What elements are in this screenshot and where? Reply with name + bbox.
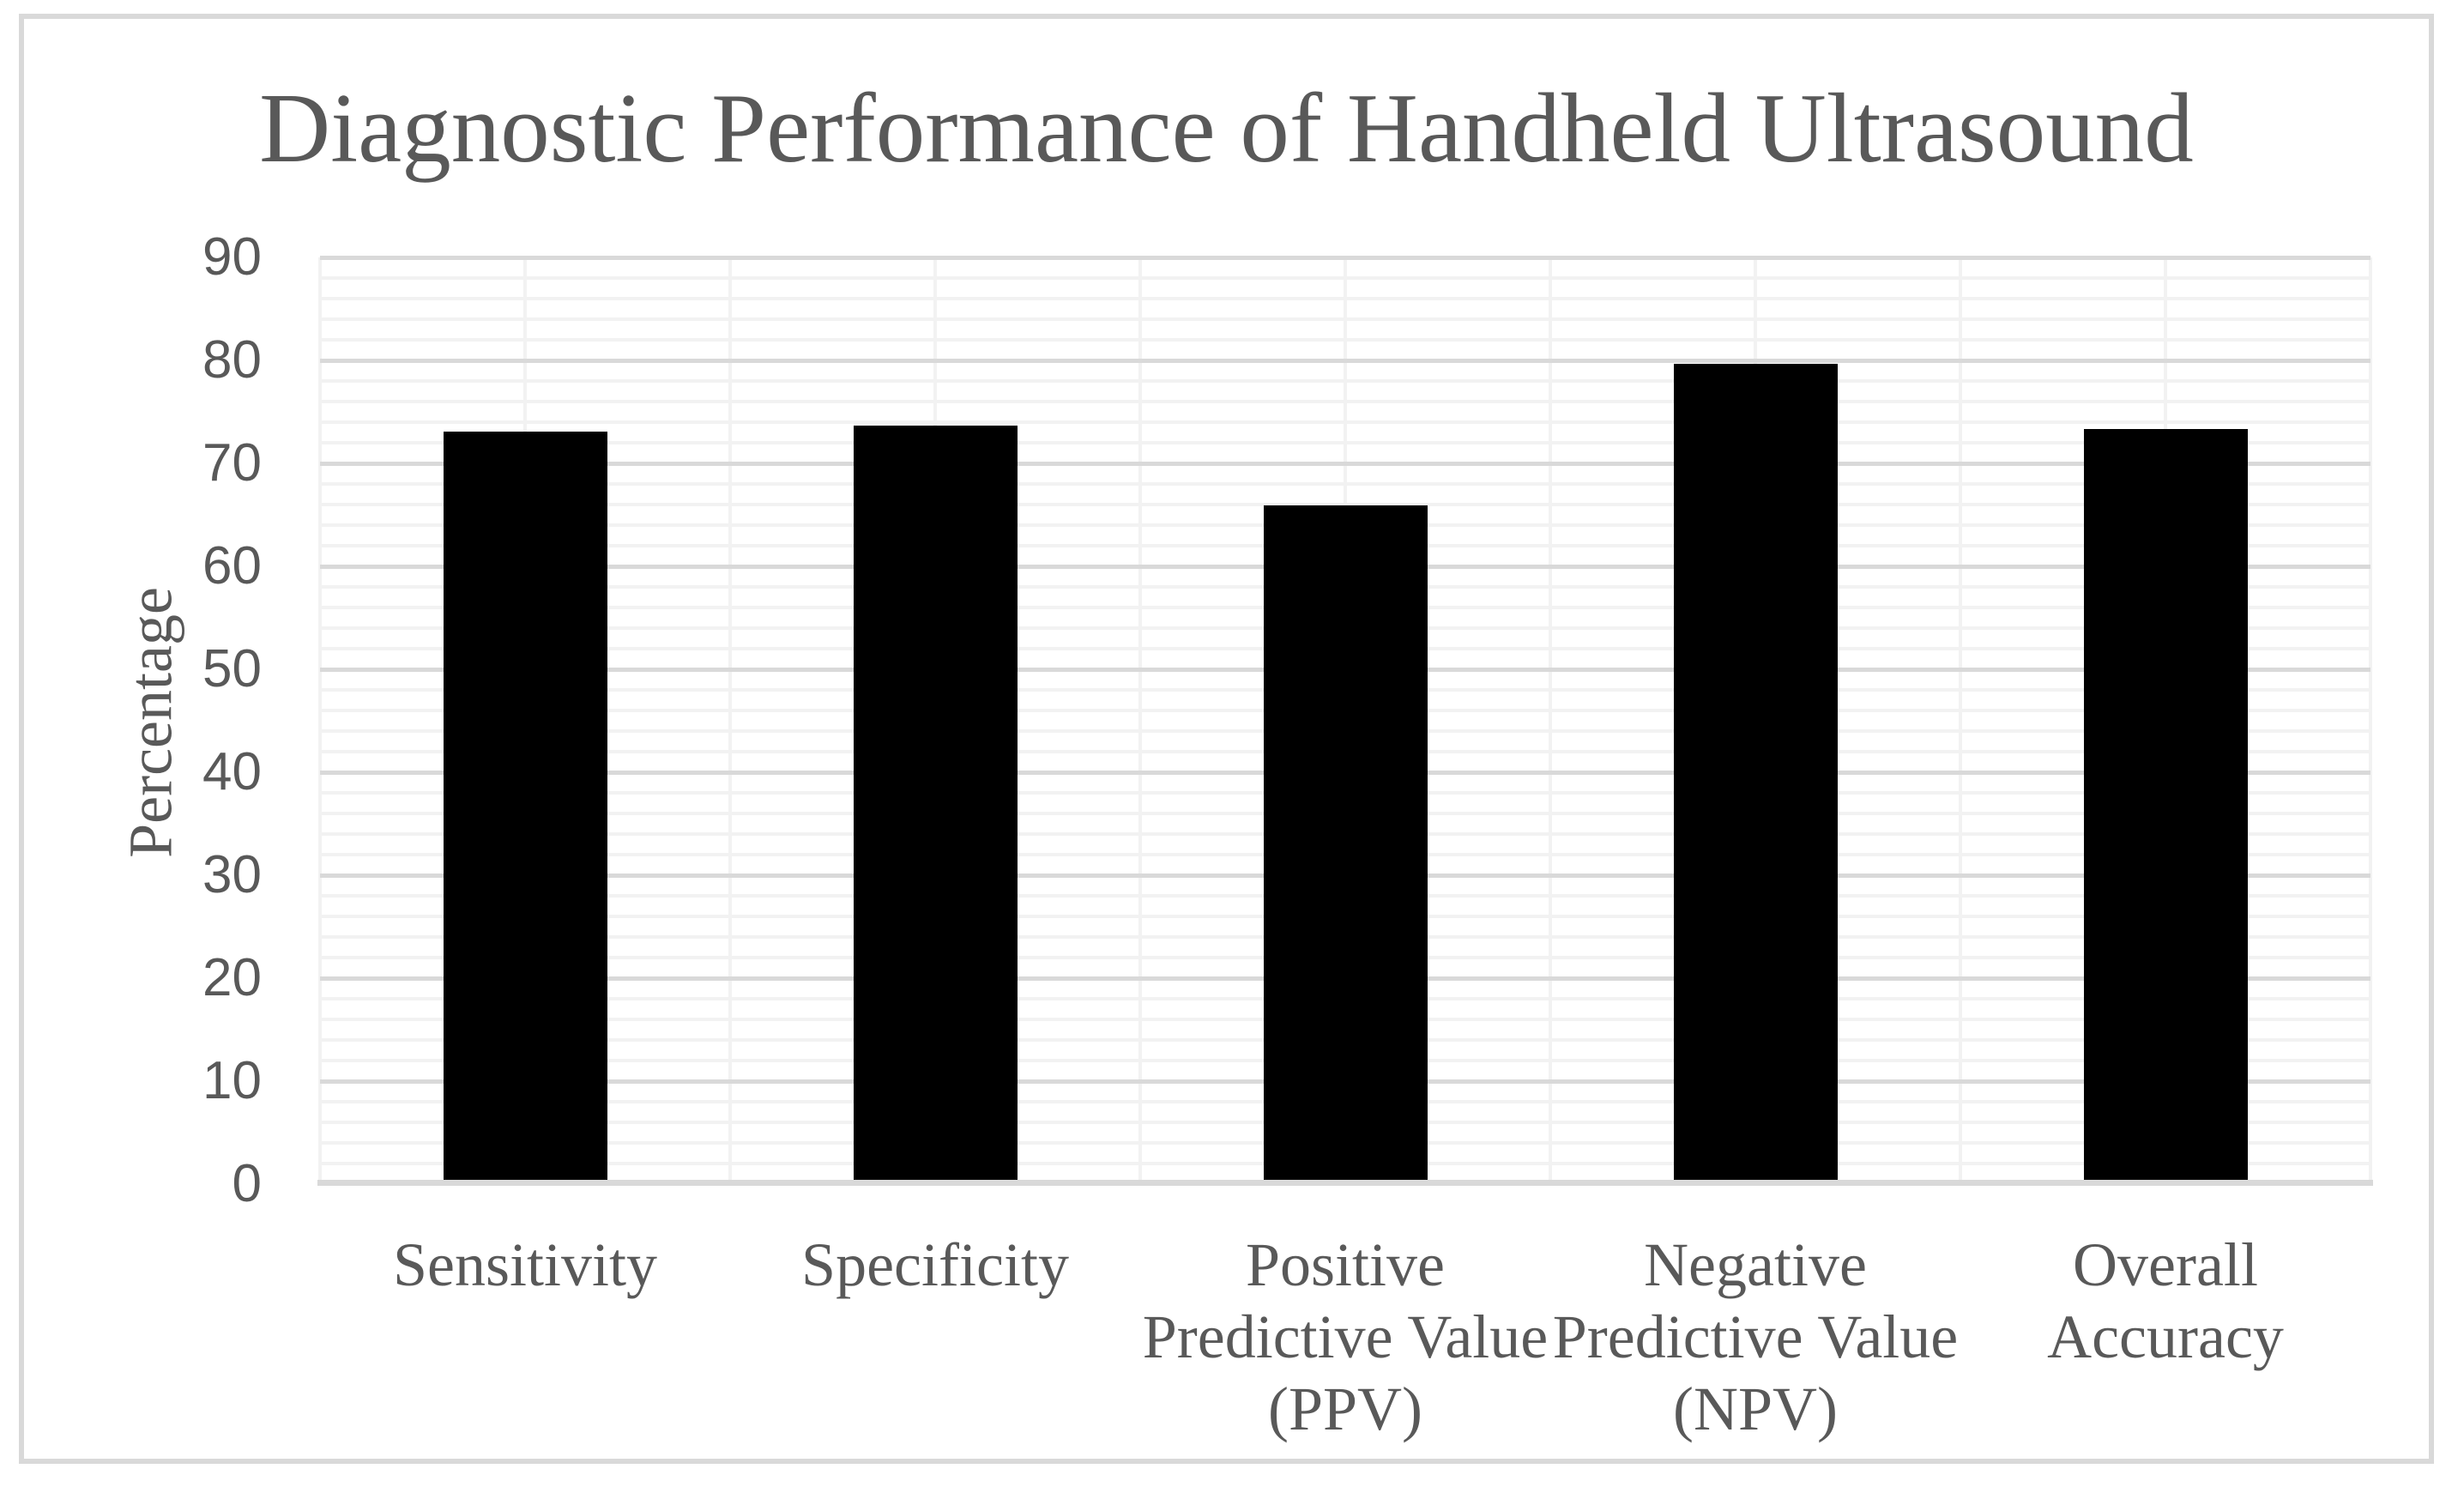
x-axis-category-label: Specificity	[730, 1229, 1140, 1301]
y-axis-tick-label: 0	[232, 1154, 262, 1213]
y-axis-tick-label: 40	[202, 742, 262, 801]
minor-gridline	[320, 420, 2370, 424]
vertical-gridline	[2369, 257, 2372, 1184]
vertical-gridline	[1549, 257, 1552, 1184]
x-axis-category-label-line: Negative	[1644, 1230, 1867, 1299]
x-axis-category-label-line: Overall	[2073, 1230, 2258, 1299]
y-axis-tick-label: 20	[202, 948, 262, 1007]
plot-area	[317, 256, 2373, 1186]
y-axis-tick-label: 80	[202, 330, 262, 390]
minor-gridline	[320, 276, 2370, 280]
bar	[2084, 429, 2248, 1184]
x-axis-category-label-line: Accuracy	[2047, 1303, 2284, 1371]
y-axis-tick-label: 30	[202, 845, 262, 904]
x-axis-category-label: Sensitivity	[320, 1229, 730, 1301]
x-axis-category-label-line: (NPV)	[1673, 1375, 1838, 1443]
vertical-gridline	[1138, 257, 1142, 1184]
y-axis-tick-label: 10	[202, 1051, 262, 1110]
chart-title: Diagnostic Performance of Handheld Ultra…	[259, 74, 2194, 183]
x-axis-category-label-line: Specificity	[801, 1230, 1069, 1299]
vertical-gridline	[728, 257, 732, 1184]
minor-gridline	[320, 400, 2370, 403]
minor-gridline	[320, 503, 2370, 506]
minor-gridline	[320, 338, 2370, 342]
bar	[1674, 364, 1838, 1184]
x-axis-line	[317, 1180, 2373, 1186]
y-axis-tick-label: 50	[202, 639, 262, 698]
vertical-gridline	[318, 257, 322, 1184]
x-axis-category-label: Positive Predictive Value (PPV)	[1140, 1229, 1550, 1445]
vertical-gridline	[1959, 257, 1962, 1184]
x-axis-category-label: Negative Predictive Value (NPV)	[1550, 1229, 1960, 1445]
minor-gridline	[320, 297, 2370, 300]
bar	[1264, 505, 1428, 1184]
x-axis-category-label: Overall Accuracy	[1960, 1229, 2370, 1373]
major-gridline	[320, 462, 2370, 466]
major-gridline	[320, 256, 2370, 260]
x-axis-category-label-line: Sensitivity	[392, 1230, 658, 1299]
major-gridline	[320, 359, 2370, 363]
y-axis-tick-label: 90	[202, 227, 262, 287]
x-axis-category-label-line: Positive	[1245, 1230, 1446, 1299]
bar	[444, 432, 607, 1184]
x-axis-category-label-line: Predictive Value	[1142, 1303, 1549, 1371]
minor-gridline	[320, 441, 2370, 444]
x-axis-category-label-line: Predictive Value	[1552, 1303, 1959, 1371]
x-axis-category-label-line: (PPV)	[1267, 1375, 1423, 1443]
chart-frame: Diagnostic Performance of Handheld Ultra…	[19, 14, 2434, 1464]
y-axis-tick-label: 60	[202, 536, 262, 595]
minor-gridline	[320, 317, 2370, 321]
y-axis-tick-label: 70	[202, 433, 262, 493]
minor-gridline	[320, 379, 2370, 383]
bar	[854, 426, 1018, 1184]
minor-gridline	[320, 482, 2370, 486]
y-axis-title: Percentage	[116, 587, 185, 858]
